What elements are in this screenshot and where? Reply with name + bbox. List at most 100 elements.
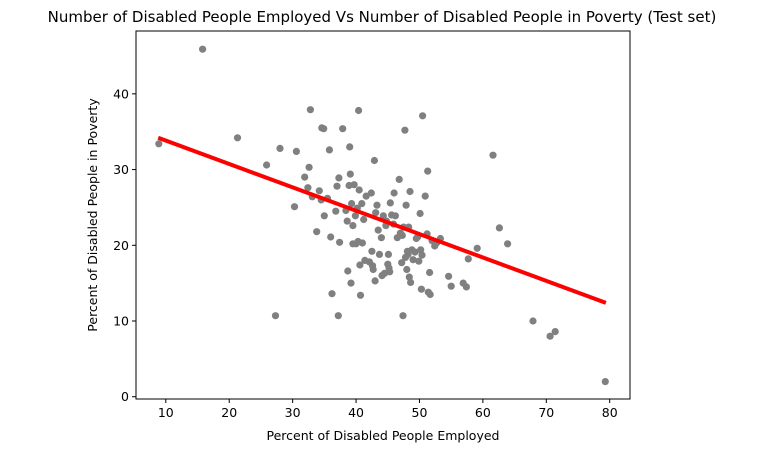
data-point — [339, 125, 347, 133]
data-point — [391, 212, 399, 220]
data-point — [332, 207, 340, 215]
x-tick-label: 40 — [348, 405, 364, 420]
data-point — [418, 251, 426, 259]
x-tick-label: 50 — [412, 405, 428, 420]
data-point — [346, 143, 354, 151]
plot-frame — [135, 30, 631, 400]
data-point — [398, 231, 406, 239]
data-point — [419, 112, 427, 120]
data-point — [348, 200, 356, 208]
data-point — [546, 332, 554, 340]
data-point — [271, 312, 280, 320]
data-point — [495, 224, 503, 232]
data-point — [346, 170, 354, 178]
x-tick-label: 30 — [285, 405, 301, 420]
regression-line-layer — [157, 135, 607, 305]
data-point — [327, 233, 335, 241]
data-point — [344, 267, 352, 275]
data-point — [489, 151, 497, 159]
y-tick-label: 40 — [113, 86, 129, 101]
data-point — [358, 200, 366, 208]
data-point — [343, 217, 351, 225]
data-point — [371, 277, 379, 285]
data-point — [409, 256, 417, 264]
data-point — [377, 234, 385, 242]
data-point — [349, 222, 357, 230]
data-point — [360, 215, 368, 224]
data-point — [347, 279, 355, 287]
data-point — [304, 184, 312, 192]
x-tick-label: 80 — [602, 405, 618, 420]
data-point — [358, 239, 366, 247]
data-point — [601, 378, 609, 386]
data-point — [421, 192, 429, 200]
data-point — [447, 282, 455, 290]
data-point — [402, 201, 410, 209]
data-point — [199, 45, 207, 53]
data-point — [355, 106, 363, 115]
data-point — [305, 163, 313, 171]
data-point — [233, 134, 242, 142]
scatter-points — [155, 45, 609, 386]
x-tick-label: 20 — [221, 405, 237, 420]
y-tick-label: 10 — [113, 314, 129, 329]
data-point — [356, 291, 365, 299]
data-point — [155, 140, 163, 148]
data-point — [401, 126, 409, 134]
data-point — [290, 203, 299, 211]
data-point — [320, 125, 328, 133]
data-point — [464, 255, 472, 263]
data-point — [276, 144, 284, 152]
y-tick-label: 20 — [113, 238, 129, 253]
data-point — [417, 285, 425, 293]
data-point — [370, 156, 378, 165]
data-point — [369, 265, 377, 274]
data-point — [411, 248, 419, 256]
x-tick-label: 10 — [158, 405, 174, 420]
y-axis-ticks: 0 10 20 30 40 — [113, 86, 136, 404]
data-point — [333, 182, 341, 190]
x-tick-label: 60 — [475, 405, 491, 420]
regression-line — [157, 135, 607, 305]
data-point — [292, 147, 300, 155]
data-point — [372, 209, 380, 217]
data-point — [406, 187, 414, 196]
data-point — [390, 189, 398, 197]
data-point — [355, 186, 363, 194]
data-point — [551, 328, 559, 336]
data-point — [375, 250, 384, 258]
data-point — [384, 250, 392, 258]
data-point — [336, 238, 344, 246]
data-point — [335, 174, 343, 182]
data-point — [367, 189, 375, 197]
x-axis-label: Percent of Disabled People Employed — [267, 428, 500, 443]
data-point — [426, 268, 434, 277]
data-point — [399, 312, 407, 320]
data-point — [356, 261, 364, 269]
data-point — [462, 283, 470, 291]
data-point — [328, 290, 336, 298]
x-tick-label: 70 — [538, 405, 554, 420]
data-point — [403, 265, 411, 274]
data-point — [424, 167, 432, 175]
data-point — [306, 106, 314, 114]
data-point — [315, 187, 323, 195]
y-tick-label: 30 — [113, 162, 129, 177]
data-point — [529, 317, 537, 325]
data-point — [398, 259, 406, 267]
data-point — [395, 175, 403, 183]
data-point — [325, 146, 333, 154]
chart-title: Number of Disabled People Employed Vs Nu… — [48, 8, 717, 26]
data-point — [473, 244, 481, 252]
y-axis-label: Percent of Disabled People in Poverty — [85, 98, 100, 332]
data-point — [334, 312, 342, 320]
data-point — [504, 240, 512, 248]
data-point — [415, 257, 423, 265]
data-point — [416, 209, 424, 218]
y-tick-label: 0 — [121, 389, 129, 404]
data-point — [379, 212, 387, 220]
data-point — [374, 226, 382, 234]
data-point — [350, 181, 358, 189]
data-point — [263, 161, 271, 169]
